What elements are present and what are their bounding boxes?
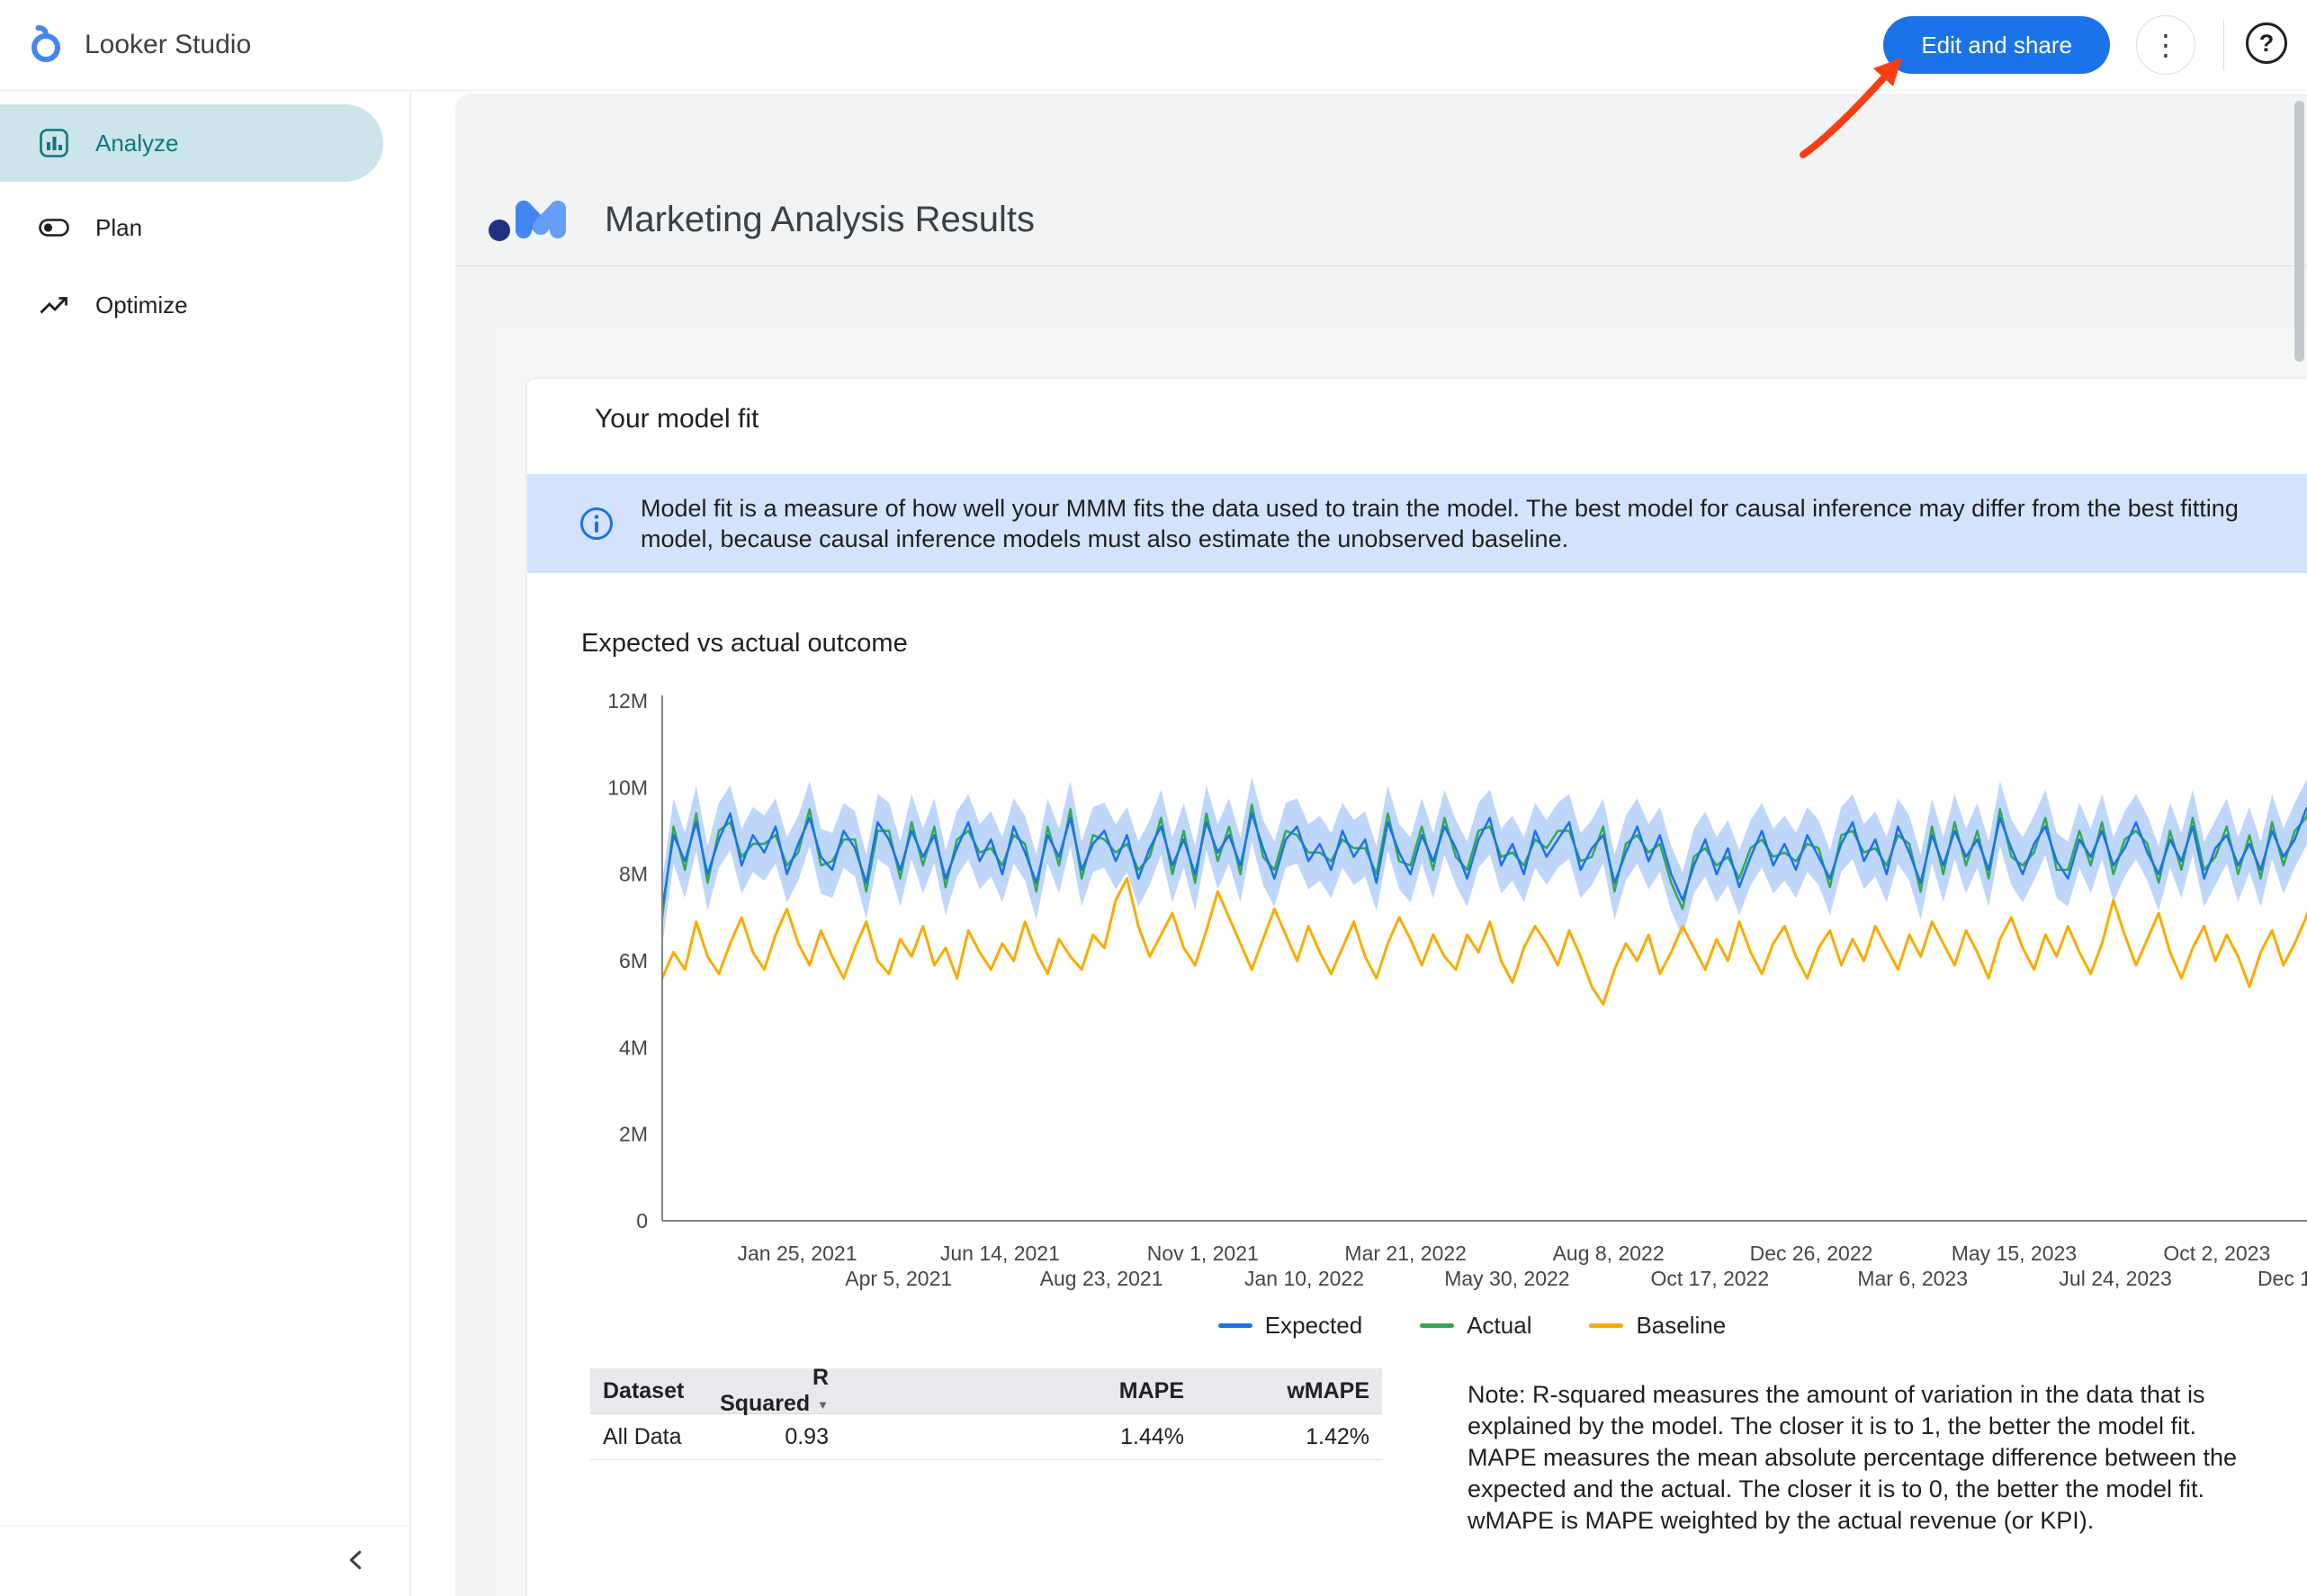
legend-swatch (1589, 1323, 1624, 1328)
report-header-divider (455, 265, 2307, 266)
help-button[interactable]: ? (2246, 22, 2287, 64)
svg-text:Dec 26, 2022: Dec 26, 2022 (1750, 1242, 1873, 1265)
svg-text:12M: 12M (607, 689, 648, 713)
svg-text:6M: 6M (619, 949, 648, 973)
top-bar: Looker Studio Edit and share ⋮ ? (0, 0, 2307, 91)
more-options-button[interactable]: ⋮ (2136, 15, 2195, 75)
report-title: Marketing Analysis Results (605, 200, 1035, 239)
sidebar-item-label: Optimize (95, 291, 188, 318)
svg-text:Aug 8, 2022: Aug 8, 2022 (1553, 1242, 1665, 1265)
sidebar-item-optimize[interactable]: Optimize (0, 266, 383, 344)
svg-text:Apr 5, 2021: Apr 5, 2021 (845, 1267, 952, 1290)
legend-label: Expected (1264, 1312, 1363, 1339)
report-canvas: Marketing Analysis Results Your model fi… (455, 94, 2307, 1596)
looker-studio-logo-icon (31, 25, 60, 62)
sort-descending-icon: ▼ (817, 1397, 829, 1412)
svg-text:0: 0 (636, 1209, 648, 1233)
sidebar-item-plan[interactable]: Plan (0, 189, 383, 266)
column-header-wmape[interactable]: wMAPE (1287, 1377, 1369, 1403)
header-divider (2223, 20, 2224, 70)
card-title: Your model fit (595, 404, 759, 434)
svg-text:Mar 6, 2023: Mar 6, 2023 (1857, 1267, 1968, 1290)
svg-text:4M: 4M (619, 1036, 648, 1059)
table-cell: 1.42% (1306, 1423, 1369, 1449)
model-fit-card: Your model fit Model fit is a measure of… (526, 378, 2307, 1596)
svg-text:Jan 10, 2022: Jan 10, 2022 (1244, 1267, 1364, 1290)
svg-text:Dec 11, 2023: Dec 11, 2023 (2258, 1267, 2307, 1290)
question-mark-icon: ? (2258, 29, 2275, 57)
svg-text:10M: 10M (607, 776, 648, 799)
edit-and-share-button[interactable]: Edit and share (1883, 16, 2110, 74)
legend-label: Actual (1467, 1312, 1532, 1339)
model-fit-table-header-row: Dataset R Squared ▼ MAPE wMAPE (590, 1365, 1382, 1416)
column-header-mape[interactable]: MAPE (1118, 1377, 1184, 1403)
svg-text:Aug 23, 2021: Aug 23, 2021 (1040, 1267, 1163, 1290)
chart-legend: Expected Actual Baseline (581, 1312, 2307, 1340)
left-navigation: Analyze Plan Optimize (0, 90, 411, 1596)
table-cell: 0.93 (785, 1423, 829, 1449)
info-banner: Model fit is a measure of how well your … (527, 474, 2307, 573)
svg-text:Jul 24, 2023: Jul 24, 2023 (2059, 1267, 2171, 1290)
collapse-sidebar-button[interactable] (337, 1540, 376, 1580)
svg-text:8M: 8M (619, 863, 648, 886)
metrics-note: Note: R-squared measures the amount of v… (1468, 1381, 2238, 1534)
legend-swatch (1420, 1323, 1455, 1328)
legend-swatch (1217, 1323, 1252, 1328)
info-banner-text: Model fit is a measure of how well your … (641, 495, 2239, 552)
svg-text:May 30, 2022: May 30, 2022 (1444, 1267, 1569, 1290)
model-fit-chart[interactable]: 0 2M 4M 6M 8M 10M 12M Jan 25, 2021 Apr 5, 2021 Ju… (581, 683, 2307, 1340)
sidebar-item-label: Plan (95, 213, 143, 241)
svg-text:Oct 17, 2022: Oct 17, 2022 (1650, 1267, 1769, 1290)
svg-text:2M: 2M (619, 1123, 648, 1146)
svg-text:Nov 1, 2021: Nov 1, 2021 (1147, 1242, 1259, 1265)
sidebar-item-label: Analyze (95, 129, 179, 157)
legend-label: Baseline (1636, 1312, 1727, 1339)
svg-text:May 15, 2023: May 15, 2023 (1952, 1242, 2077, 1265)
sidebar-footer-divider (0, 1525, 410, 1526)
legend-item-actual[interactable]: Actual (1420, 1312, 1531, 1340)
svg-text:Jan 25, 2021: Jan 25, 2021 (737, 1242, 857, 1265)
chart-section-title: Expected vs actual outcome (581, 629, 908, 658)
vertical-scrollbar-thumb[interactable] (2294, 101, 2304, 362)
sidebar-item-analyze[interactable]: Analyze (0, 104, 383, 182)
model-fit-table-body: All Data 0.93 1.44% 1.42% (590, 1414, 1382, 1460)
trending-up-icon (40, 297, 67, 314)
info-icon (580, 507, 613, 540)
model-fit-table: Dataset R Squared ▼ MAPE wMAPE All Data 0.93 1… (590, 1365, 1382, 1460)
meridian-logo-icon (489, 201, 566, 241)
svg-text:Jun 14, 2021: Jun 14, 2021 (940, 1242, 1060, 1265)
toggle-plan-icon (39, 219, 69, 237)
app-title: Looker Studio (85, 30, 252, 59)
table-cell: 1.44% (1120, 1423, 1184, 1449)
analyze-report-icon (40, 129, 68, 157)
table-row: All Data 0.93 1.44% 1.42% (590, 1414, 1382, 1460)
svg-text:Oct 2, 2023: Oct 2, 2023 (2163, 1242, 2270, 1265)
column-header-r-squared[interactable]: R Squared ▼ (720, 1365, 829, 1416)
legend-item-expected[interactable]: Expected (1217, 1312, 1363, 1340)
legend-item-baseline[interactable]: Baseline (1589, 1312, 1726, 1340)
chevron-left-icon (349, 1550, 362, 1570)
vertical-dots-icon: ⋮ (2151, 29, 2180, 61)
svg-text:Mar 21, 2022: Mar 21, 2022 (1344, 1242, 1467, 1265)
column-header-dataset[interactable]: Dataset (603, 1377, 685, 1403)
table-cell: All Data (603, 1423, 682, 1449)
